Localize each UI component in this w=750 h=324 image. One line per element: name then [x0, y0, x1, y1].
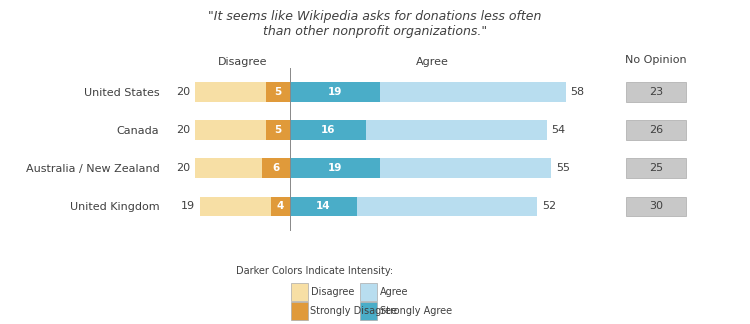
- Text: 19: 19: [328, 163, 342, 173]
- Text: 20: 20: [176, 87, 190, 97]
- Text: 19: 19: [181, 202, 195, 212]
- Bar: [262, 158, 290, 178]
- Text: 20: 20: [176, 125, 190, 135]
- Text: 25: 25: [650, 163, 663, 173]
- Bar: [380, 82, 566, 101]
- Text: 5: 5: [274, 125, 282, 135]
- Bar: [290, 197, 356, 216]
- Text: 26: 26: [650, 125, 663, 135]
- Text: Darker Colors Indicate Intensity:: Darker Colors Indicate Intensity:: [236, 266, 394, 275]
- Text: 54: 54: [551, 125, 566, 135]
- Text: Disagree: Disagree: [310, 287, 354, 296]
- Bar: [195, 120, 266, 140]
- Text: Strongly Agree: Strongly Agree: [380, 306, 452, 316]
- Bar: [195, 82, 266, 101]
- Text: Agree: Agree: [416, 57, 449, 67]
- Bar: [290, 158, 380, 178]
- Text: 20: 20: [176, 163, 190, 173]
- Bar: [271, 197, 290, 216]
- Bar: [290, 120, 366, 140]
- Bar: [195, 158, 262, 178]
- Text: 30: 30: [650, 202, 663, 212]
- Text: 4: 4: [277, 202, 284, 212]
- Bar: [200, 197, 271, 216]
- Bar: [266, 82, 290, 101]
- Text: 19: 19: [328, 87, 342, 97]
- Bar: [356, 197, 537, 216]
- Text: "It seems like Wikipedia asks for donations less often
than other nonprofit orga: "It seems like Wikipedia asks for donati…: [209, 10, 542, 38]
- Text: 16: 16: [321, 125, 335, 135]
- Text: 55: 55: [556, 163, 570, 173]
- Text: 14: 14: [316, 202, 331, 212]
- Bar: [366, 120, 547, 140]
- Bar: [290, 82, 380, 101]
- Text: Agree: Agree: [380, 287, 408, 296]
- Bar: [380, 158, 551, 178]
- Text: No Opinion: No Opinion: [626, 55, 687, 65]
- Text: 5: 5: [274, 87, 282, 97]
- Text: Disagree: Disagree: [217, 57, 267, 67]
- Text: 6: 6: [272, 163, 279, 173]
- Text: Strongly Disagree: Strongly Disagree: [310, 306, 398, 316]
- Text: 58: 58: [571, 87, 585, 97]
- Bar: [266, 120, 290, 140]
- Text: 52: 52: [542, 202, 556, 212]
- Text: 23: 23: [650, 87, 663, 97]
